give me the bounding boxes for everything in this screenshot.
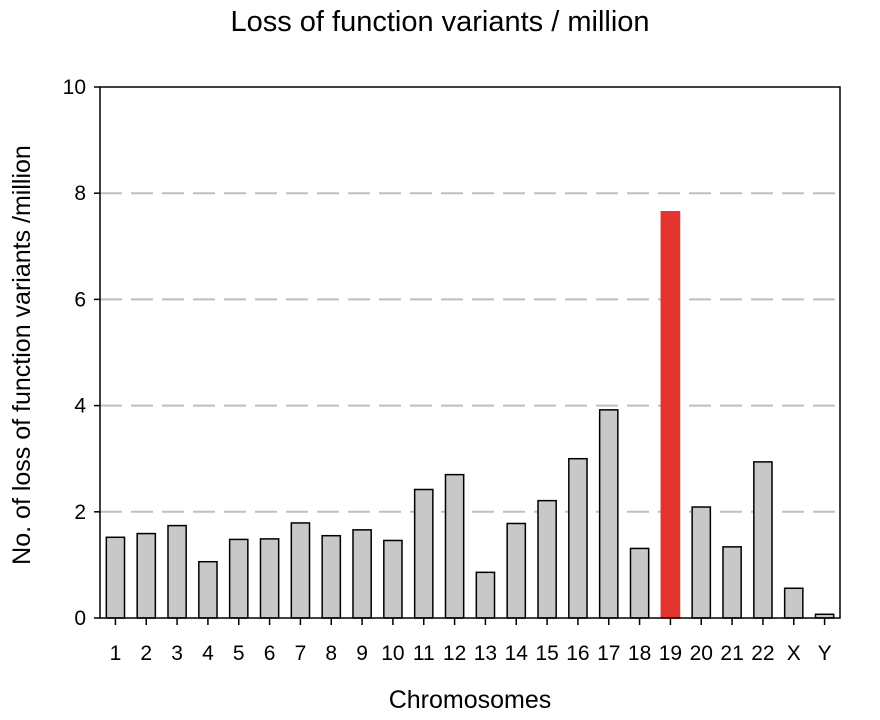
x-tick-label-1: 1 <box>110 642 122 665</box>
x-tick-label-20: 20 <box>690 642 713 665</box>
x-axis-title: Chromosomes <box>389 686 552 714</box>
x-tick-label-X: X <box>787 642 801 665</box>
bar-chromosome-8 <box>321 534 342 619</box>
x-tick-label-16: 16 <box>566 642 589 665</box>
x-tick-label-21: 21 <box>720 642 743 665</box>
bar-chromosome-7 <box>290 522 311 619</box>
x-tick-label-2: 2 <box>140 642 152 665</box>
chart-title: Loss of function variants / million <box>230 6 650 38</box>
x-axis-ticks: 1 2 3 4 5 6 7 8 9 10 11 12 13 14 15 16 17 18 19 20 21 22 X Y <box>110 618 832 665</box>
bar-chromosome-22 <box>753 461 773 619</box>
bar-chromosome-21 <box>722 546 742 619</box>
x-tick-label-14: 14 <box>505 642 529 665</box>
bar-chromosome-1 <box>105 536 126 619</box>
x-tick-label-9: 9 <box>356 642 368 665</box>
x-tick-label-19: 19 <box>659 642 682 665</box>
x-tick-label-Y: Y <box>818 642 832 665</box>
bar-chromosome-17 <box>598 409 619 619</box>
x-tick-label-15: 15 <box>535 642 558 665</box>
y-axis-ticks: 0 2 4 6 8 10 <box>63 76 100 630</box>
x-tick-label-6: 6 <box>264 642 276 665</box>
bar-chromosome-15 <box>537 499 557 619</box>
x-tick-label-3: 3 <box>171 642 183 665</box>
bar-chromosome-13 <box>475 571 496 619</box>
bar-chromosome-12 <box>444 473 465 619</box>
bar-chromosome-16 <box>568 457 588 619</box>
bar-chromosome-9 <box>352 529 372 619</box>
bar-chromosome-20 <box>691 506 712 619</box>
gridlines <box>100 192 840 513</box>
x-tick-label-8: 8 <box>325 642 337 665</box>
bar-chromosome-14 <box>506 522 527 619</box>
y-tick-label-10: 10 <box>63 76 86 99</box>
y-axis-title: No. of loss of function variants /millio… <box>8 145 36 565</box>
x-tick-label-17: 17 <box>597 642 620 665</box>
bar-chromosome-11 <box>413 488 434 619</box>
bar-chromosome-19 <box>660 211 681 619</box>
y-tick-label-8: 8 <box>74 182 86 205</box>
x-tick-label-5: 5 <box>233 642 245 665</box>
plot-frame <box>99 86 841 619</box>
bars <box>105 211 835 619</box>
bar-chromosome-2 <box>136 532 157 619</box>
x-tick-label-13: 13 <box>474 642 497 665</box>
x-tick-label-22: 22 <box>751 642 774 665</box>
x-tick-label-11: 11 <box>413 642 435 665</box>
bar-chromosome-3 <box>167 524 187 619</box>
x-tick-label-10: 10 <box>381 642 404 665</box>
x-tick-label-7: 7 <box>295 642 307 665</box>
y-tick-label-0: 0 <box>74 607 86 630</box>
y-tick-label-4: 4 <box>74 395 86 418</box>
bar-chromosome-4 <box>198 560 218 619</box>
x-tick-label-18: 18 <box>628 642 651 665</box>
bar-chromosome-10 <box>383 539 403 619</box>
y-tick-label-6: 6 <box>74 288 86 311</box>
y-tick-label-2: 2 <box>74 501 86 524</box>
bar-chromosome-18 <box>629 547 650 619</box>
bar-chromosome-5 <box>228 538 249 619</box>
x-tick-label-12: 12 <box>443 642 466 665</box>
x-tick-label-4: 4 <box>202 642 214 665</box>
bar-chromosome-6 <box>259 538 280 619</box>
bar-chromosome-X <box>783 587 804 619</box>
